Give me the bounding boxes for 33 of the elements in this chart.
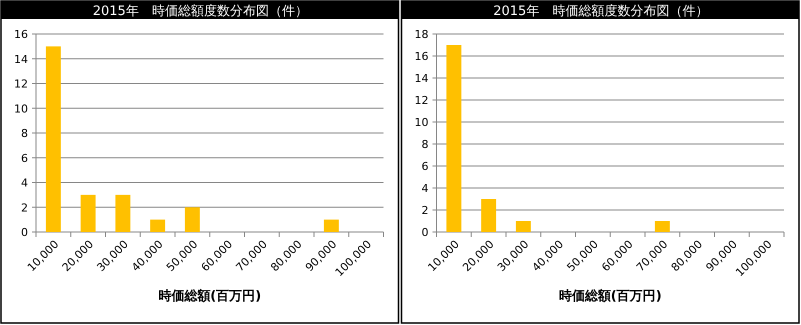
y-tick-label: 4 — [21, 176, 28, 190]
y-tick-label: 8 — [21, 127, 28, 140]
chart-title: 2015年 時価総額度数分布図（件） — [92, 3, 308, 19]
y-tick-label: 10 — [414, 116, 428, 129]
bar — [654, 221, 670, 232]
x-axis-title: 時価総額(百万円) — [158, 288, 262, 304]
bar — [446, 45, 462, 232]
y-tick-label: 4 — [422, 182, 428, 195]
y-tick-label: 18 — [414, 28, 428, 41]
x-axis-title: 時価総額(百万円) — [558, 288, 662, 304]
chart-title: 2015年 時価総額度数分布図（件） — [493, 3, 708, 19]
y-tick-label: 16 — [414, 50, 428, 63]
bar — [115, 194, 130, 232]
y-tick-label: 12 — [414, 94, 428, 107]
y-tick-label: 12 — [14, 78, 28, 90]
y-tick-label: 6 — [21, 152, 28, 165]
y-tick-label: 0 — [21, 226, 28, 239]
bar — [324, 220, 339, 232]
y-tick-label: 16 — [14, 28, 28, 41]
y-tick-label: 14 — [14, 52, 28, 66]
bar — [184, 207, 200, 232]
y-tick-label: 10 — [14, 102, 28, 116]
y-tick-label: 0 — [422, 226, 428, 239]
y-tick-label: 8 — [422, 138, 428, 151]
y-tick-label: 14 — [414, 72, 428, 85]
bar — [150, 220, 166, 232]
y-tick-label: 6 — [422, 160, 428, 173]
bar — [481, 199, 496, 232]
y-tick-label: 2 — [21, 201, 28, 214]
bar — [516, 221, 531, 232]
bar — [46, 46, 61, 232]
bar — [80, 194, 96, 232]
y-tick-label: 2 — [422, 204, 428, 217]
